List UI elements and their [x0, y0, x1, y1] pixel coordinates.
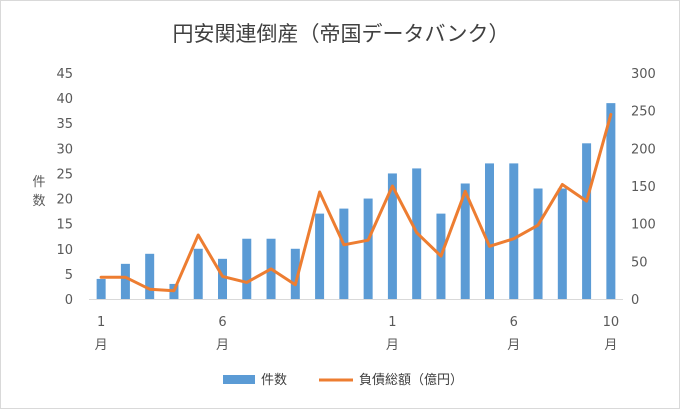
bar: [460, 183, 470, 299]
x-tick-label: 1: [97, 315, 105, 330]
bar: [485, 163, 494, 299]
bar: [290, 248, 300, 299]
chart-title: 円安関連倒産（帝国データバンク）: [172, 22, 509, 46]
bar: [339, 208, 349, 299]
bar: [193, 248, 203, 299]
legend: 件数 負債総額（億円）: [223, 372, 463, 388]
bar: [145, 253, 155, 299]
bar: [242, 238, 252, 299]
x-tick-label: 6: [510, 315, 518, 330]
y2-tick-label: 50: [631, 255, 648, 270]
y2-tick-label: 150: [631, 180, 656, 195]
x-tick-unit: 月: [507, 338, 520, 353]
y-axis-label-char: 数: [32, 194, 45, 209]
y-tick-label: 0: [65, 293, 73, 308]
y-tick-label: 5: [65, 268, 73, 283]
bar: [606, 103, 616, 299]
bar: [509, 163, 519, 299]
y-tick-label: 40: [56, 92, 73, 107]
y-tick-label: 10: [56, 243, 73, 258]
y-tick-label: 30: [56, 142, 73, 157]
y-tick-label: 25: [56, 167, 73, 182]
plot-area: 0 5 10 15 20 25 30 35 40 45 0 50 100 150 200 250 300 1 月 6 月…: [56, 67, 655, 353]
y2-tick-label: 200: [631, 142, 656, 157]
x-tick-unit: 月: [216, 338, 229, 353]
x-tick-label: 10: [603, 315, 620, 330]
bar: [533, 188, 543, 299]
y-axis-label: 件数: [32, 175, 45, 209]
y2-tick-label: 0: [631, 293, 639, 308]
x-tick-label: 6: [218, 315, 226, 330]
series-line: [99, 112, 613, 293]
bar: [387, 173, 397, 299]
bar: [120, 263, 130, 299]
bar: [557, 188, 567, 299]
x-tick-unit: 月: [386, 338, 399, 353]
y-axis-label-char: 件: [32, 175, 45, 190]
bar: [582, 143, 592, 299]
bar: [363, 198, 373, 299]
x-tick-unit: 月: [604, 338, 617, 353]
legend-swatch-bars: [223, 375, 255, 384]
bar: [218, 258, 227, 299]
legend-label-line: 負債総額（億円）: [359, 372, 463, 388]
y2-tick-label: 100: [631, 218, 656, 233]
y-tick-label: 35: [56, 117, 73, 132]
bar: [315, 213, 325, 299]
x-tick-unit: 月: [95, 338, 108, 353]
y2-tick-label: 300: [631, 67, 656, 82]
legend-label-bars: 件数: [261, 373, 287, 388]
y-tick-label: 20: [56, 193, 73, 208]
y-tick-label: 45: [56, 67, 73, 82]
y2-tick-label: 250: [631, 105, 656, 120]
y-tick-label: 15: [56, 218, 73, 233]
x-tick-label: 1: [388, 315, 396, 330]
bar: [96, 278, 106, 299]
